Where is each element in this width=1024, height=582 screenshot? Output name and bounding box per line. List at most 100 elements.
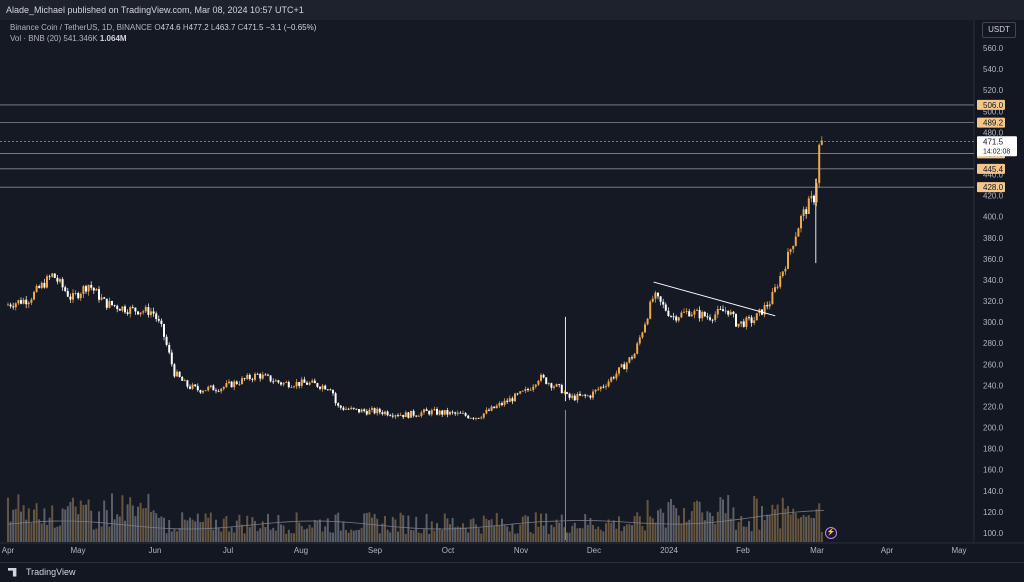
candle-body (235, 381, 238, 384)
volume-bar (189, 517, 191, 542)
candle-body (763, 305, 766, 315)
volume-bar (264, 526, 267, 542)
candle-body (628, 357, 631, 363)
volume-bar (298, 522, 301, 542)
volume-bar (454, 527, 457, 542)
candle-body (667, 310, 670, 316)
candle-body (485, 409, 488, 414)
candle-body (272, 381, 275, 383)
candle-body (581, 394, 584, 396)
volume-bar (527, 516, 529, 542)
volume-bar (610, 522, 613, 542)
candle-body (347, 408, 350, 410)
candle-body (482, 413, 485, 418)
volume-bar (360, 527, 363, 542)
volume-bar (714, 524, 717, 542)
price-chart[interactable]: 560.0540.0520.0500.0480.0460.0440.0420.0… (0, 20, 1024, 563)
volume-bar (589, 518, 592, 542)
volume-bar (355, 530, 358, 542)
candle-body (670, 315, 672, 317)
candle-body (389, 415, 392, 417)
candle-body (194, 384, 197, 387)
candle-body (293, 386, 295, 388)
candle-body (719, 309, 722, 310)
candle-body (503, 400, 506, 405)
currency-button[interactable]: USDT (982, 22, 1016, 38)
volume-line: Vol · BNB (20) 541.346K 1.064M (10, 33, 316, 44)
volume-bar (680, 524, 683, 542)
candle-body (399, 414, 402, 416)
level-price-label-bg (977, 117, 1005, 128)
candle-body (324, 385, 327, 390)
candle-body (147, 306, 150, 315)
volume-bar (690, 511, 693, 542)
candle-body (475, 417, 477, 419)
y-tick-label: 120.0 (983, 508, 1004, 517)
volume-bar (92, 529, 95, 542)
candle-body (550, 383, 553, 388)
candle-body (649, 301, 652, 319)
volume-bar (467, 532, 470, 542)
candle-body (256, 373, 259, 375)
publisher-bar: Alade_Michael published on TradingView.c… (0, 0, 1024, 20)
candle-body (651, 298, 654, 302)
volume-bar (631, 525, 633, 542)
volume-bar (534, 512, 537, 542)
volume-bar (813, 518, 815, 542)
volume-bar (501, 518, 503, 542)
volume-bar (347, 532, 350, 542)
candle-body (618, 367, 620, 374)
volume-bar (332, 532, 334, 542)
volume-bar (761, 506, 763, 542)
candle-body (332, 390, 334, 394)
high-value: 477.2 (188, 23, 209, 32)
volume-bar (727, 495, 730, 542)
tradingview-logo[interactable]: TradingView (8, 567, 76, 577)
candle-body (334, 393, 337, 404)
volume-bar (105, 510, 108, 542)
volume-bar (381, 523, 384, 542)
candle-body (636, 343, 639, 354)
candle-body (425, 409, 428, 412)
volume-bar (238, 514, 241, 542)
x-tick-label: Jul (223, 546, 233, 555)
volume-bar (56, 526, 59, 542)
candle-body (20, 300, 22, 304)
chart-area[interactable] (0, 20, 974, 543)
candle-body (337, 403, 340, 406)
candle-body (134, 307, 137, 312)
volume-bar (61, 508, 64, 542)
volume-bar (555, 519, 558, 542)
candle-body (534, 384, 537, 387)
candle-body (794, 236, 797, 246)
candle-body (576, 393, 579, 401)
candle-body (441, 410, 444, 415)
volume-bar (389, 532, 392, 542)
volume-bar (246, 515, 249, 542)
candle-body (152, 311, 155, 314)
candle-body (176, 371, 178, 377)
y-tick-label: 200.0 (983, 424, 1004, 433)
volume-bar (337, 512, 340, 542)
candle-body (820, 140, 823, 145)
y-tick-label: 320.0 (983, 297, 1004, 306)
volume-bar (228, 531, 230, 542)
volume-bar (363, 513, 366, 542)
candle-body (378, 408, 381, 413)
volume-bar (430, 521, 433, 542)
volume-bar (724, 513, 727, 542)
volume-bar (493, 526, 496, 542)
volume-bar (685, 521, 688, 542)
candle-body (584, 394, 587, 396)
candle-body (755, 313, 758, 321)
volume-bar (25, 519, 28, 542)
volume-bar (581, 528, 584, 542)
candle-body (807, 198, 810, 214)
lightning-icon[interactable]: ⚡ (825, 527, 837, 539)
volume-bar (779, 528, 782, 542)
candle-body (64, 287, 67, 292)
volume-bar (269, 529, 272, 542)
candle-body (657, 292, 659, 297)
volume-bar (113, 519, 116, 542)
candle-body (553, 386, 555, 388)
